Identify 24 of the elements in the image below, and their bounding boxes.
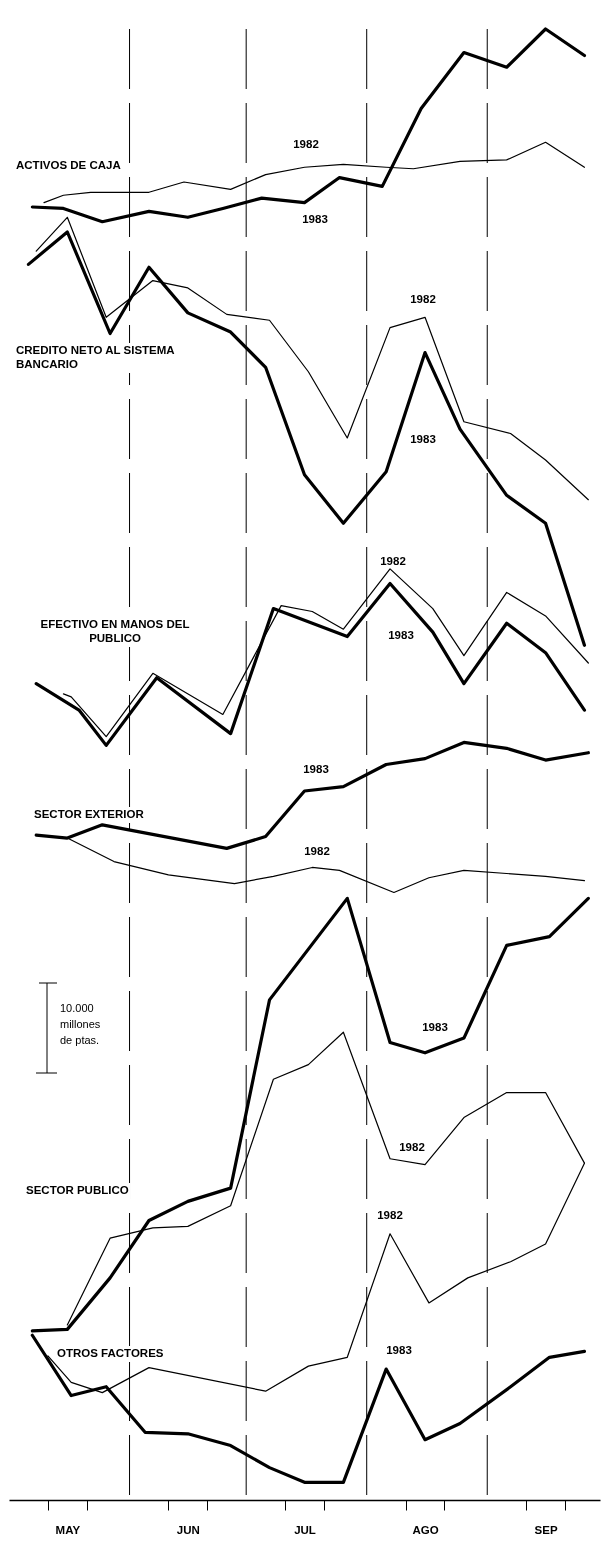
annotation: CREDITO NETO AL SISTEMA BANCARIO bbox=[16, 344, 175, 370]
series-label: 1983 bbox=[303, 763, 329, 775]
x-tick-label: SEP bbox=[534, 1523, 558, 1536]
x-tick-label: MAY bbox=[55, 1523, 81, 1536]
series-label: 1983 bbox=[302, 213, 328, 225]
annotation: SECTOR PUBLICO bbox=[26, 1184, 129, 1196]
series-label: 1982 bbox=[399, 1141, 425, 1153]
annotation: OTROS FACTORES bbox=[57, 1347, 164, 1359]
series-label: 1982 bbox=[410, 293, 436, 305]
series-label: 1983 bbox=[422, 1021, 448, 1033]
x-tick-label: JUL bbox=[294, 1523, 316, 1536]
x-tick-label: AGO bbox=[412, 1523, 439, 1536]
series-label: 1982 bbox=[380, 555, 406, 567]
annotation: SECTOR EXTERIOR bbox=[34, 808, 145, 820]
series-label: 1982 bbox=[293, 138, 319, 150]
series-label: 1982 bbox=[304, 845, 330, 857]
series-label: 1982 bbox=[377, 1209, 403, 1221]
annotation: ACTIVOS DE CAJA bbox=[16, 159, 121, 171]
annotation: EFECTIVO EN MANOS DEL PUBLICO bbox=[40, 618, 190, 644]
x-tick-label: JUN bbox=[176, 1523, 200, 1536]
series-label: 1983 bbox=[388, 629, 414, 641]
series-label: 1983 bbox=[386, 1344, 412, 1356]
annotation: 10.000 millones de ptas. bbox=[60, 1002, 101, 1046]
series-label: 1983 bbox=[410, 433, 436, 445]
